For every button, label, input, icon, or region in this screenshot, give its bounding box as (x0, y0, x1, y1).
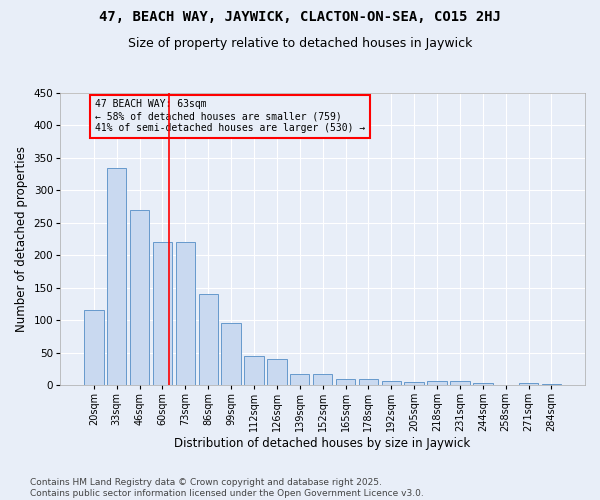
Bar (176, 242, 195, 385)
Bar (404, 382, 424, 385)
Bar (450, 381, 470, 385)
Y-axis label: Number of detached properties: Number of detached properties (15, 146, 28, 332)
Text: 47 BEACH WAY: 63sqm
← 58% of detached houses are smaller (759)
41% of semi-detac: 47 BEACH WAY: 63sqm ← 58% of detached ho… (95, 100, 365, 132)
Bar (427, 381, 447, 385)
Bar (267, 359, 287, 385)
Bar (130, 210, 149, 385)
Text: 47, BEACH WAY, JAYWICK, CLACTON-ON-SEA, CO15 2HJ: 47, BEACH WAY, JAYWICK, CLACTON-ON-SEA, … (99, 10, 501, 24)
Bar (199, 294, 218, 385)
Bar (290, 374, 310, 385)
Bar (359, 378, 378, 385)
Bar (221, 324, 241, 385)
Bar (336, 378, 355, 385)
Text: Size of property relative to detached houses in Jaywick: Size of property relative to detached ho… (128, 38, 472, 51)
Bar (244, 356, 264, 385)
Bar (313, 374, 332, 385)
Bar (107, 168, 127, 385)
Bar (473, 383, 493, 385)
X-axis label: Distribution of detached houses by size in Jaywick: Distribution of detached houses by size … (175, 437, 471, 450)
Bar (84, 310, 104, 385)
Bar (382, 381, 401, 385)
Bar (542, 384, 561, 385)
Bar (153, 242, 172, 385)
Bar (519, 383, 538, 385)
Text: Contains HM Land Registry data © Crown copyright and database right 2025.
Contai: Contains HM Land Registry data © Crown c… (30, 478, 424, 498)
